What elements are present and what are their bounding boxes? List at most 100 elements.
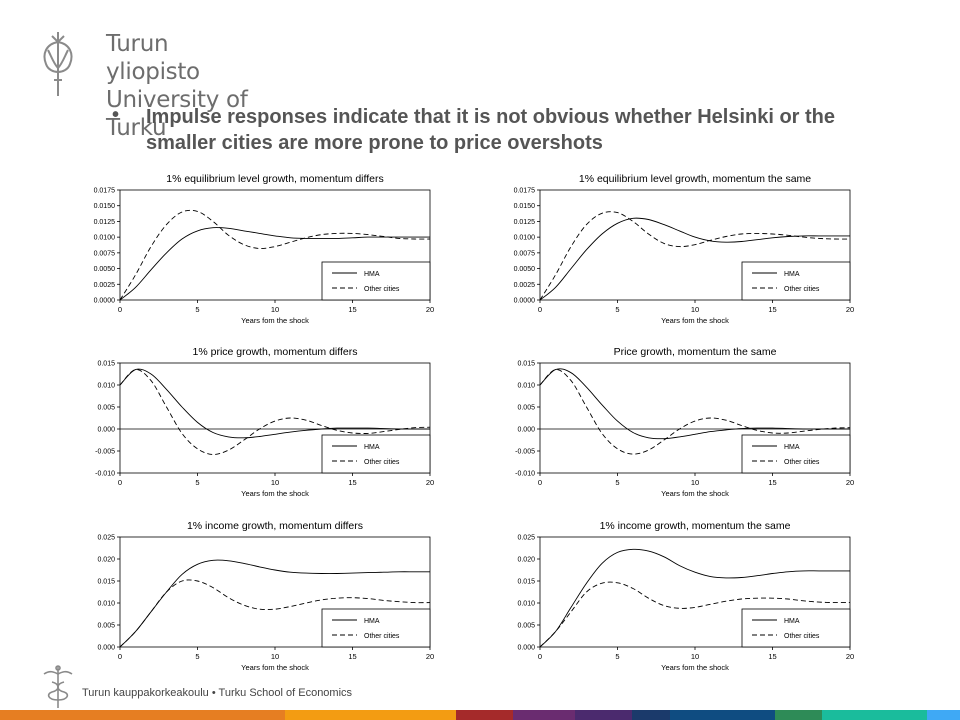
x-tick-label: 15 — [348, 305, 356, 314]
x-tick-label: 20 — [846, 305, 854, 314]
y-tick-label: 0.0050 — [514, 266, 536, 273]
x-tick-label: 5 — [195, 652, 199, 661]
bullet-text: Impulse responses indicate that it is no… — [146, 106, 836, 154]
x-tick-label: 20 — [846, 478, 854, 487]
y-tick-label: -0.005 — [515, 449, 535, 456]
series-line-hma — [539, 548, 850, 648]
x-tick-label: 15 — [768, 478, 776, 487]
y-tick-label: 0.0150 — [514, 203, 536, 210]
legend-label: HMA — [364, 444, 380, 451]
stripe-segment — [926, 710, 960, 720]
x-axis-label: Years fom the shock — [661, 489, 729, 498]
caduceus-icon — [43, 665, 73, 708]
legend-label: Other cities — [784, 459, 820, 466]
chart-income-differs: 1% income growth, momentum differs 0.000 0… — [70, 517, 470, 677]
x-axis-label: Years fom the shock — [241, 663, 309, 672]
series-line-hma — [539, 368, 850, 440]
footer-text: Turun kauppakorkeakoulu • Turku School o… — [82, 687, 353, 699]
chart-title: 1% price growth, momentum differs — [193, 346, 358, 358]
legend-box — [321, 608, 431, 648]
x-tick-label: 5 — [195, 305, 199, 314]
y-tick-label: 0.015 — [517, 361, 535, 368]
x-tick-label: 10 — [691, 478, 699, 487]
university-logo: Turun yliopisto University of Turku — [38, 28, 268, 141]
y-tick-label: 0.025 — [517, 535, 535, 542]
legend-box — [321, 261, 431, 301]
x-tick-label: 5 — [195, 478, 199, 487]
x-axis-label: Years fom the shock — [241, 489, 309, 498]
stripe-segment — [0, 710, 286, 720]
y-tick-label: 0.000 — [97, 427, 115, 434]
legend-box — [321, 434, 431, 474]
y-tick-label: 0.0100 — [94, 235, 116, 242]
series-line-hma — [119, 368, 430, 439]
series-line-other-cities — [119, 369, 431, 455]
y-tick-label: 0.005 — [517, 405, 535, 412]
x-tick-label: 15 — [348, 652, 356, 661]
chart-price-differs-svg: 1% price growth, momentum differs -0.010 -… — [95, 346, 434, 498]
bullet-marker: • — [112, 104, 120, 126]
y-tick-label: 0.0000 — [514, 298, 536, 305]
x-tick-label: 20 — [426, 305, 434, 314]
chart-equilibrium-same: 1% equilibrium level growth, momentum th… — [490, 170, 890, 330]
stripe-segment — [822, 710, 927, 720]
chart-income-same-svg: 1% income growth, momentum the same 0.000… — [517, 520, 854, 672]
y-tick-label: -0.010 — [95, 471, 115, 478]
chart-equilibrium-same-svg: 1% equilibrium level growth, momentum th… — [514, 173, 855, 325]
x-tick-label: 20 — [426, 478, 434, 487]
chart-title: 1% income growth, momentum differs — [187, 520, 363, 532]
y-tick-label: 0.0125 — [94, 219, 116, 226]
y-tick-label: 0.0125 — [514, 219, 536, 226]
chart-title: 1% equilibrium level growth, momentum di… — [166, 173, 383, 185]
y-tick-label: 0.005 — [97, 405, 115, 412]
x-tick-label: 0 — [118, 652, 122, 661]
series-line-other-cities — [539, 369, 851, 455]
y-tick-label: 0.0150 — [94, 203, 116, 210]
legend-label: HMA — [364, 271, 380, 278]
y-tick-label: 0.015 — [517, 579, 535, 586]
x-tick-label: 0 — [118, 305, 122, 314]
chart-title: Price growth, momentum the same — [614, 346, 777, 358]
x-tick-label: 10 — [271, 652, 279, 661]
y-tick-label: 0.0075 — [514, 250, 536, 257]
chart-income-same: 1% income growth, momentum the same 0.000… — [490, 517, 890, 677]
y-tick-label: -0.005 — [95, 449, 115, 456]
chart-title: 1% equilibrium level growth, momentum th… — [579, 173, 811, 185]
x-tick-label: 10 — [691, 652, 699, 661]
x-tick-label: 20 — [846, 652, 854, 661]
chart-price-same-svg: Price growth, momentum the same -0.010 -0.… — [515, 346, 854, 498]
y-tick-label: 0.020 — [517, 557, 535, 564]
legend-label: HMA — [784, 444, 800, 451]
legend-label: HMA — [784, 618, 800, 625]
y-tick-label: 0.015 — [97, 579, 115, 586]
x-tick-label: 10 — [691, 305, 699, 314]
x-tick-label: 20 — [426, 652, 434, 661]
series-line-hma — [119, 559, 430, 648]
series-line-hma — [539, 217, 851, 301]
x-tick-label: 5 — [615, 305, 619, 314]
y-tick-label: 0.000 — [517, 427, 535, 434]
stripe-segment — [670, 710, 775, 720]
chart-title: 1% income growth, momentum the same — [600, 520, 791, 532]
legend-label: Other cities — [364, 286, 400, 293]
x-axis-label: Years fom the shock — [661, 663, 729, 672]
legend-box — [741, 434, 851, 474]
stripe-segment — [774, 710, 823, 720]
university-name: Turun yliopisto University of Turku — [106, 30, 268, 142]
chart-income-differs-svg: 1% income growth, momentum differs0.0000… — [97, 520, 434, 672]
y-tick-label: 0.0000 — [94, 298, 116, 305]
university-name-english: University of Turku — [106, 87, 248, 141]
stripe-segment — [632, 710, 671, 720]
y-tick-label: 0.0175 — [514, 188, 536, 195]
legend-label: Other cities — [784, 286, 820, 293]
x-axis-label: Years fom the shock — [661, 316, 729, 325]
x-tick-label: 15 — [768, 652, 776, 661]
y-tick-label: 0.010 — [97, 383, 115, 390]
series-line-other-cities — [119, 579, 431, 648]
legend-label: Other cities — [784, 633, 820, 640]
x-tick-label: 15 — [348, 478, 356, 487]
x-axis-label: Years fom the shock — [241, 316, 309, 325]
y-tick-label: 0.000 — [517, 645, 535, 652]
chart-equilibrium-differs: 1% equilibrium level growth, momentum di… — [70, 170, 470, 330]
legend-label: Other cities — [364, 459, 400, 466]
